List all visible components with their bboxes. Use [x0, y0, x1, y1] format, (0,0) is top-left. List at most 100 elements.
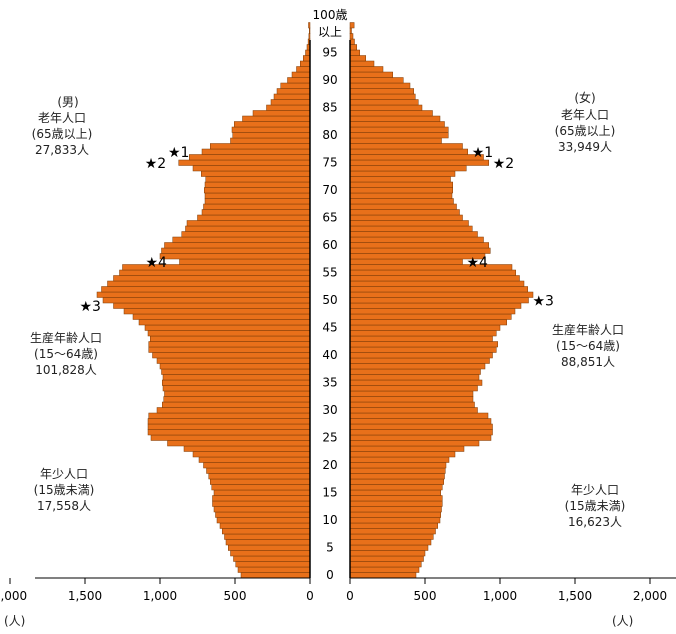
- male-bar-82: [234, 121, 311, 128]
- male-bar-74: [192, 165, 311, 172]
- female-bar-53: [349, 280, 525, 287]
- male-bar-6: [225, 539, 311, 546]
- female-bar-28: [349, 418, 492, 425]
- male-bar-23: [183, 445, 311, 452]
- female-work-range: (15～64歳): [556, 339, 620, 353]
- male-bar-47: [132, 313, 311, 320]
- female-bar-70: [349, 187, 453, 194]
- female-bar-10: [349, 517, 441, 524]
- female-bar-95: [349, 49, 360, 56]
- female-bar-21: [349, 456, 450, 463]
- female-bar-1: [349, 566, 420, 573]
- male-bar-81: [231, 126, 311, 133]
- unit-label-left: (人): [4, 614, 26, 628]
- male-bar-38: [159, 363, 311, 370]
- female-bar-84: [349, 110, 433, 117]
- female-bar-80: [349, 132, 449, 139]
- female-bar-40: [349, 352, 493, 359]
- x-tick-label-left-5: 1,000: [143, 589, 177, 603]
- male-bar-92: [296, 66, 311, 73]
- female-bar-67: [349, 203, 457, 210]
- male-bar-63: [185, 225, 311, 232]
- female-bar-83: [349, 115, 441, 122]
- male-bar-24: [167, 440, 311, 447]
- male-bar-11: [215, 511, 311, 518]
- female-bar-68: [349, 198, 454, 205]
- female-bar-90: [349, 77, 404, 84]
- top-age-label-line2: 以上: [318, 25, 342, 39]
- male-bar-1: [237, 566, 311, 573]
- male-bar-25: [150, 434, 311, 441]
- star-marker-left-1: ★2: [145, 156, 166, 172]
- female-bar-15: [349, 489, 441, 496]
- female-bar-8: [349, 528, 436, 535]
- male-old-age-label: 老年人口 (65歳以上) 27,833人: [12, 110, 112, 158]
- female-bar-76: [349, 154, 484, 161]
- female-bar-33: [349, 390, 474, 397]
- age-tick-95: 95: [322, 46, 337, 60]
- female-header: (女): [574, 91, 596, 105]
- male-young-age-label: 年少人口 (15歳未満) 17,558人: [14, 466, 114, 514]
- female-bar-31: [349, 401, 475, 408]
- female-bar-7: [349, 533, 434, 540]
- male-young-count: 17,558人: [37, 499, 91, 513]
- female-old-title: 老年人口: [560, 108, 609, 122]
- female-bar-57: [349, 258, 463, 265]
- male-bar-68: [204, 198, 311, 205]
- male-bar-70: [204, 187, 311, 194]
- female-bar-42: [349, 341, 498, 348]
- male-bar-39: [156, 357, 311, 364]
- age-tick-20: 20: [322, 458, 337, 472]
- female-bar-30: [349, 407, 478, 414]
- female-bar-20: [349, 462, 447, 469]
- male-working-age-label: 生産年齢人口 (15～64歳) 101,828人: [10, 330, 122, 378]
- male-bar-19: [206, 467, 311, 474]
- age-tick-50: 50: [322, 293, 337, 307]
- female-bar-63: [349, 225, 473, 232]
- age-tick-labels: 0 5 10 15 20 25 30 35 40 45 50 55 60 65 70 75 80 85 90 95: [322, 46, 337, 583]
- male-header: (男): [57, 95, 79, 109]
- male-bar-50: [102, 297, 311, 304]
- male-old-title: 老年人口: [37, 111, 86, 125]
- male-bar-44: [147, 330, 311, 337]
- male-old-count: 27,833人: [35, 143, 89, 157]
- female-bar-99: [349, 27, 352, 34]
- female-old-count: 33,949人: [558, 140, 612, 154]
- star-marker-right-5: ★2: [493, 156, 514, 172]
- female-bar-72: [349, 176, 451, 183]
- male-bar-28: [147, 418, 311, 425]
- female-bar-47: [349, 313, 512, 320]
- male-bar-51: [96, 291, 311, 298]
- male-bar-13: [212, 500, 311, 507]
- male-bar-78: [210, 143, 311, 150]
- male-bar-9: [219, 522, 311, 529]
- male-bar-75: [178, 159, 311, 166]
- female-bar-86: [349, 99, 419, 106]
- age-tick-85: 85: [322, 101, 337, 115]
- female-bar-74: [349, 165, 467, 172]
- male-bar-61: [172, 236, 311, 243]
- female-bar-64: [349, 220, 469, 227]
- female-bar-45: [349, 324, 501, 331]
- age-tick-40: 40: [322, 348, 337, 362]
- male-bar-17: [210, 478, 311, 485]
- male-bar-69: [204, 192, 311, 199]
- male-bar-60: [164, 242, 311, 249]
- female-bar-13: [349, 500, 443, 507]
- male-bar-79: [230, 137, 311, 144]
- female-bar-14: [349, 495, 443, 502]
- age-tick-35: 35: [322, 376, 337, 390]
- x-tick-labels: 3,5003,0002,5002,0001,5001,000500005001,…: [0, 578, 667, 603]
- male-bar-41: [148, 346, 311, 353]
- male-bar-3: [233, 555, 311, 562]
- age-tick-90: 90: [322, 73, 337, 87]
- unit-label-right: (人): [612, 614, 634, 628]
- male-bar-72: [205, 176, 311, 183]
- star-marker-right-7: ★4: [467, 255, 489, 271]
- female-bar-88: [349, 88, 414, 95]
- male-work-title: 生産年齢人口: [29, 331, 102, 345]
- female-bar-5: [349, 544, 429, 551]
- male-bar-42: [148, 341, 311, 348]
- female-bar-2: [349, 561, 422, 568]
- male-bar-49: [113, 302, 311, 309]
